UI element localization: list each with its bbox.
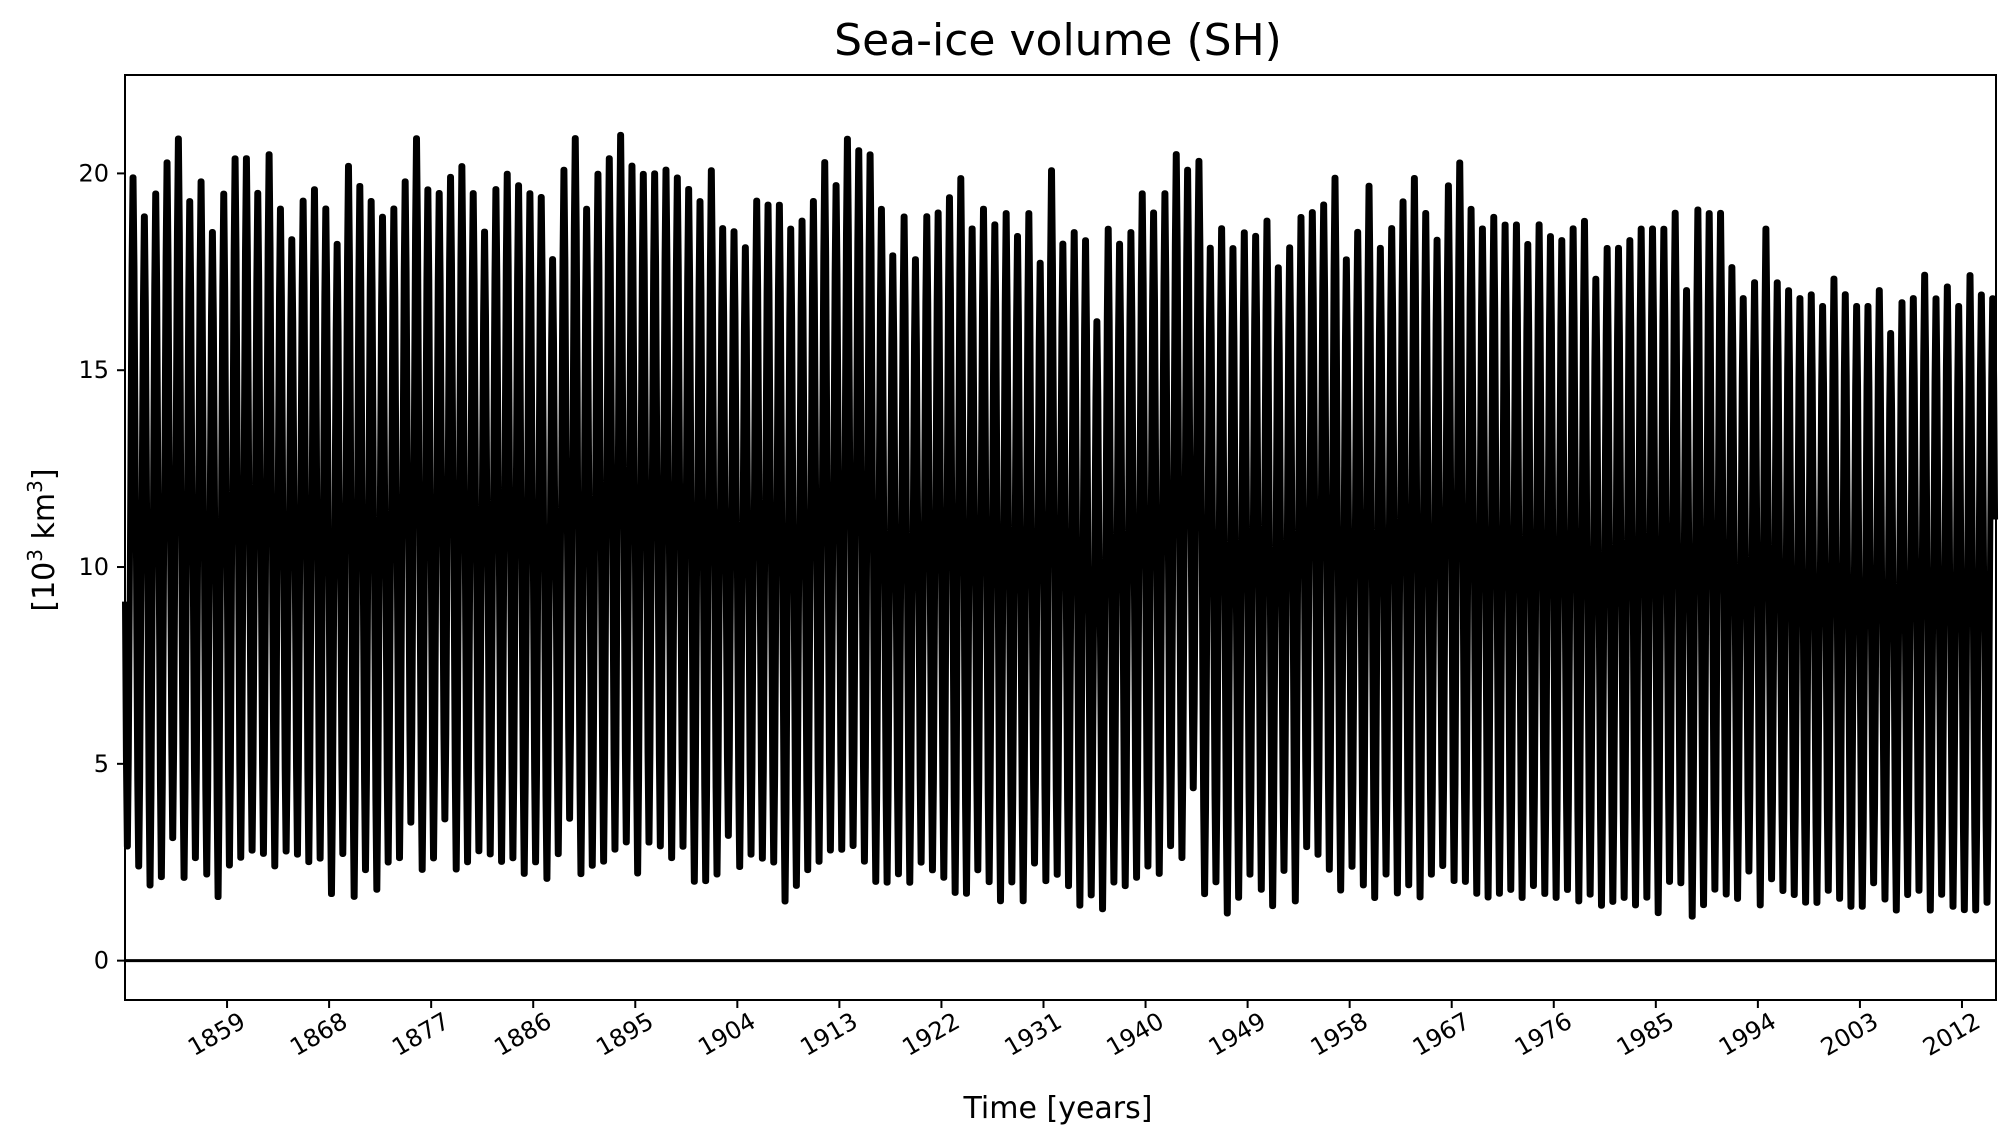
y-tick-label: 15 <box>78 356 109 384</box>
y-tick-label: 10 <box>78 553 109 581</box>
y-axis-label-exponent-1: 3 <box>23 549 47 562</box>
y-axis-label-unit: km <box>27 493 62 549</box>
x-tick-label: 1904 <box>693 1007 760 1062</box>
x-tick-label: 2003 <box>1816 1007 1883 1062</box>
x-tick-label: 1940 <box>1102 1007 1169 1062</box>
x-tick-label: 1967 <box>1408 1007 1475 1062</box>
x-tick-label: 2012 <box>1918 1007 1985 1062</box>
x-tick-label: 1994 <box>1714 1007 1781 1062</box>
x-axis-label: Time [years] <box>963 1091 1153 1126</box>
sea-ice-volume-line <box>122 131 1999 920</box>
y-axis-label-close: ] <box>27 468 62 480</box>
x-tick-label: 1886 <box>489 1007 556 1062</box>
plot-frame <box>124 74 1997 1001</box>
x-tick-label: 1868 <box>285 1007 352 1062</box>
y-axis-label: [103 km3] <box>23 468 62 611</box>
y-tick-label: 0 <box>94 947 109 975</box>
plot-data <box>122 131 1999 920</box>
x-tick-label: 1931 <box>1000 1007 1067 1062</box>
y-tick-label: 20 <box>78 159 109 187</box>
x-tick-label: 1859 <box>183 1007 250 1062</box>
x-tick-label: 1985 <box>1612 1007 1679 1062</box>
x-tick-label: 1922 <box>898 1007 965 1062</box>
y-axis-label-base: [10 <box>27 562 62 612</box>
x-tick-label: 1895 <box>591 1007 658 1062</box>
x-tick-label: 1949 <box>1204 1007 1271 1062</box>
x-tick-label: 1913 <box>795 1007 862 1062</box>
x-tick-label: 1958 <box>1306 1007 1373 1062</box>
y-axis-label-exponent-2: 3 <box>23 480 47 493</box>
y-axis-ticks: 0 5 10 15 20 <box>78 159 125 975</box>
x-tick-label: 1877 <box>387 1007 454 1062</box>
chart-title: Sea-ice volume (SH) <box>834 15 1282 66</box>
y-tick-label: 5 <box>94 750 109 778</box>
x-tick-label: 1976 <box>1510 1007 1577 1062</box>
x-axis-ticks: 1859 1868 1877 1886 1895 1904 1913 1922 1931 1940… <box>183 1000 1985 1062</box>
